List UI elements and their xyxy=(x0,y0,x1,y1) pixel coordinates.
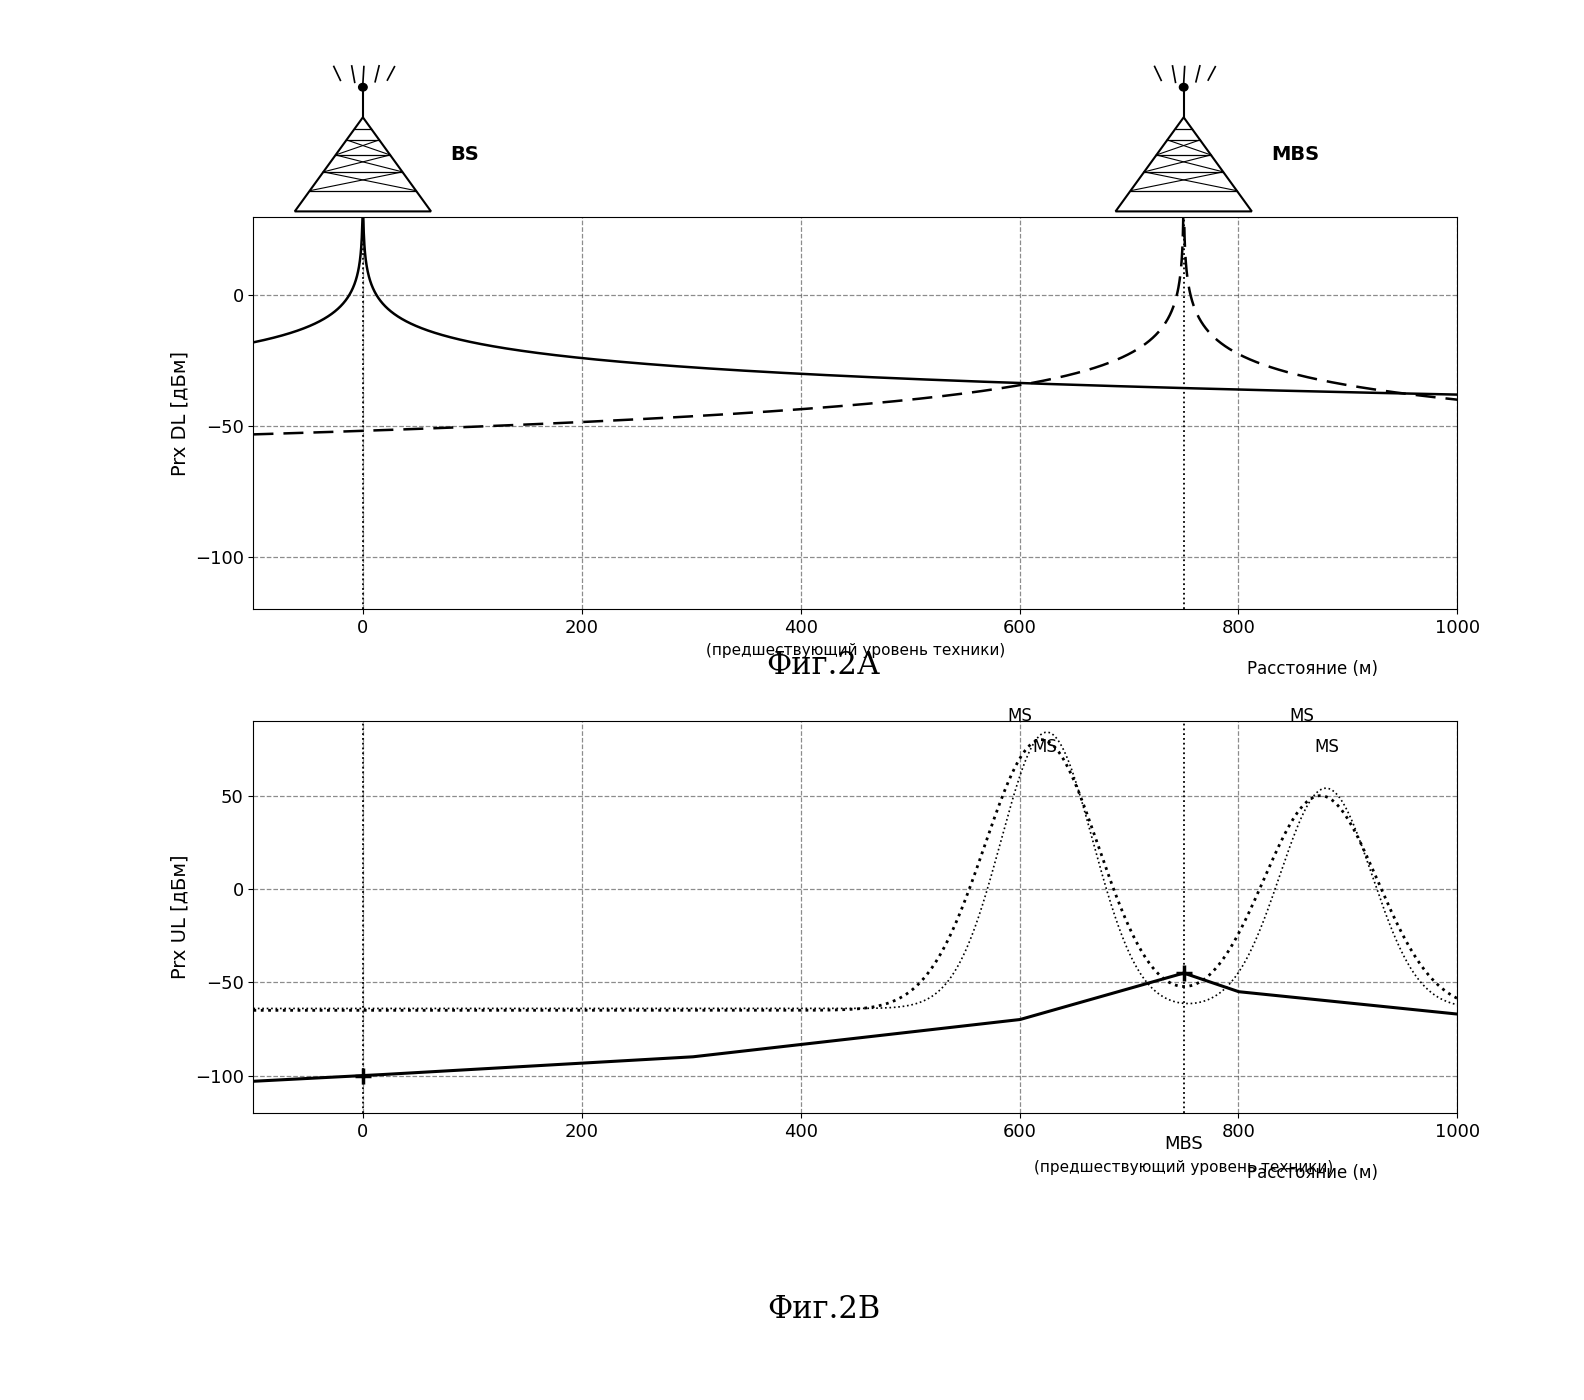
Text: MBS: MBS xyxy=(1164,1135,1204,1154)
Y-axis label: Prx UL [дБм]: Prx UL [дБм] xyxy=(169,855,188,979)
Text: Фиг.2В: Фиг.2В xyxy=(767,1294,881,1324)
Text: Фиг.2А: Фиг.2А xyxy=(767,650,881,680)
Text: BS: BS xyxy=(450,146,478,164)
Text: MS: MS xyxy=(1315,738,1340,756)
Text: (предшествующий уровень техники): (предшествующий уровень техники) xyxy=(1034,1159,1334,1175)
X-axis label: Расстояние (м): Расстояние (м) xyxy=(1247,1163,1378,1182)
Text: (предшествующий уровень техники): (предшествующий уровень техники) xyxy=(706,643,1004,658)
Text: MS: MS xyxy=(1007,707,1031,725)
Text: MS: MS xyxy=(1033,738,1057,756)
Text: MS: MS xyxy=(1289,707,1315,725)
X-axis label: Расстояние (м): Расстояние (м) xyxy=(1247,659,1378,678)
Y-axis label: Prx DL [дБм]: Prx DL [дБм] xyxy=(169,350,188,476)
Text: MBS: MBS xyxy=(1270,146,1319,164)
